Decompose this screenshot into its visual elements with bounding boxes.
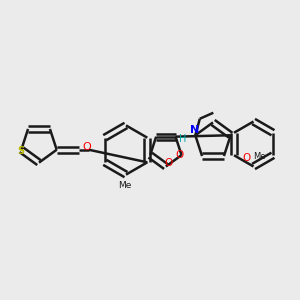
Text: Me: Me [254, 152, 266, 161]
Text: N: N [190, 125, 199, 135]
Text: O: O [164, 158, 172, 169]
Text: O: O [242, 153, 251, 163]
Text: O: O [83, 142, 92, 152]
Text: O: O [175, 150, 183, 160]
Text: H: H [179, 134, 187, 144]
Text: Me: Me [118, 181, 131, 190]
Text: S: S [18, 146, 25, 156]
